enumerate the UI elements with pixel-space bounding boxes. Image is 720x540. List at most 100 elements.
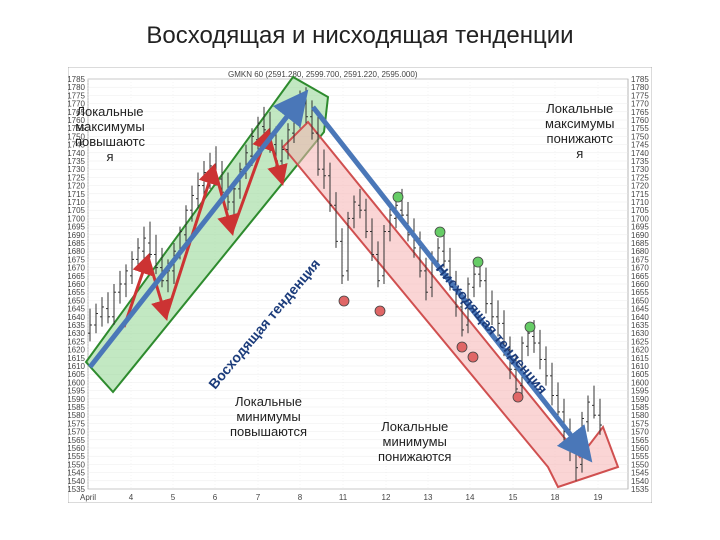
svg-text:1660: 1660 xyxy=(68,280,86,289)
svg-text:1745: 1745 xyxy=(631,141,649,150)
svg-text:1595: 1595 xyxy=(631,387,649,396)
svg-text:1755: 1755 xyxy=(68,124,86,133)
svg-text:1755: 1755 xyxy=(631,124,649,133)
svg-text:1725: 1725 xyxy=(68,173,86,182)
svg-text:4: 4 xyxy=(129,493,134,502)
svg-text:1540: 1540 xyxy=(68,477,86,486)
svg-text:1565: 1565 xyxy=(631,436,649,445)
svg-text:1670: 1670 xyxy=(68,264,86,273)
svg-text:1605: 1605 xyxy=(68,370,86,379)
svg-text:1690: 1690 xyxy=(631,231,649,240)
svg-text:1655: 1655 xyxy=(631,288,649,297)
svg-text:1655: 1655 xyxy=(68,288,86,297)
svg-text:1670: 1670 xyxy=(631,264,649,273)
svg-text:1740: 1740 xyxy=(68,149,86,158)
svg-text:1775: 1775 xyxy=(68,91,86,100)
svg-text:1560: 1560 xyxy=(631,444,649,453)
svg-text:1660: 1660 xyxy=(631,280,649,289)
svg-text:1630: 1630 xyxy=(631,329,649,338)
svg-text:1580: 1580 xyxy=(68,411,86,420)
svg-text:1540: 1540 xyxy=(631,477,649,486)
svg-text:1575: 1575 xyxy=(631,419,649,428)
svg-text:1715: 1715 xyxy=(68,190,86,199)
svg-text:19: 19 xyxy=(594,493,603,502)
svg-text:1695: 1695 xyxy=(68,223,86,232)
trend-chart: 1535153515401540154515451550155015551555… xyxy=(68,67,652,503)
svg-text:1665: 1665 xyxy=(631,272,649,281)
svg-text:1585: 1585 xyxy=(631,403,649,412)
svg-text:1675: 1675 xyxy=(631,255,649,264)
svg-text:1765: 1765 xyxy=(68,108,86,117)
svg-text:1680: 1680 xyxy=(631,247,649,256)
svg-text:1710: 1710 xyxy=(631,198,649,207)
svg-text:1615: 1615 xyxy=(631,354,649,363)
svg-text:1570: 1570 xyxy=(631,428,649,437)
svg-text:1550: 1550 xyxy=(631,460,649,469)
svg-text:1775: 1775 xyxy=(631,91,649,100)
svg-text:1710: 1710 xyxy=(68,198,86,207)
svg-text:GMKN 60 (2591.280, 2599.700, 2: GMKN 60 (2591.280, 2599.700, 2591.220, 2… xyxy=(228,70,418,79)
svg-text:1635: 1635 xyxy=(631,321,649,330)
svg-text:1720: 1720 xyxy=(68,182,86,191)
svg-text:8: 8 xyxy=(298,493,303,502)
svg-text:1550: 1550 xyxy=(68,460,86,469)
svg-text:1610: 1610 xyxy=(631,362,649,371)
svg-text:1650: 1650 xyxy=(631,296,649,305)
svg-text:1720: 1720 xyxy=(631,182,649,191)
svg-text:1685: 1685 xyxy=(631,239,649,248)
svg-text:1675: 1675 xyxy=(68,255,86,264)
svg-text:1590: 1590 xyxy=(631,395,649,404)
svg-text:12: 12 xyxy=(382,493,391,502)
svg-text:1685: 1685 xyxy=(68,239,86,248)
svg-text:1555: 1555 xyxy=(68,452,86,461)
svg-text:1595: 1595 xyxy=(68,387,86,396)
svg-text:1650: 1650 xyxy=(68,296,86,305)
svg-text:1680: 1680 xyxy=(68,247,86,256)
svg-text:1705: 1705 xyxy=(68,206,86,215)
svg-text:1785: 1785 xyxy=(631,75,649,84)
svg-text:7: 7 xyxy=(256,493,261,502)
svg-text:11: 11 xyxy=(339,493,348,502)
svg-text:1555: 1555 xyxy=(631,452,649,461)
svg-text:6: 6 xyxy=(213,493,218,502)
svg-text:1690: 1690 xyxy=(68,231,86,240)
svg-text:1615: 1615 xyxy=(68,354,86,363)
svg-text:1645: 1645 xyxy=(68,305,86,314)
svg-text:1600: 1600 xyxy=(68,378,86,387)
svg-text:1725: 1725 xyxy=(631,173,649,182)
svg-text:April: April xyxy=(80,493,96,502)
svg-text:1740: 1740 xyxy=(631,149,649,158)
svg-text:1730: 1730 xyxy=(68,165,86,174)
svg-text:1610: 1610 xyxy=(68,362,86,371)
svg-text:1605: 1605 xyxy=(631,370,649,379)
svg-text:1765: 1765 xyxy=(631,108,649,117)
svg-text:1625: 1625 xyxy=(68,337,86,346)
svg-text:1560: 1560 xyxy=(68,444,86,453)
svg-text:1695: 1695 xyxy=(631,223,649,232)
svg-text:13: 13 xyxy=(424,493,433,502)
svg-text:1565: 1565 xyxy=(68,436,86,445)
svg-text:15: 15 xyxy=(509,493,518,502)
svg-text:1645: 1645 xyxy=(631,305,649,314)
svg-text:1785: 1785 xyxy=(68,75,86,84)
svg-text:1590: 1590 xyxy=(68,395,86,404)
svg-text:1625: 1625 xyxy=(631,337,649,346)
svg-text:1630: 1630 xyxy=(68,329,86,338)
svg-text:1580: 1580 xyxy=(631,411,649,420)
svg-text:1545: 1545 xyxy=(631,469,649,478)
svg-text:1665: 1665 xyxy=(68,272,86,281)
svg-text:1770: 1770 xyxy=(631,100,649,109)
svg-text:1545: 1545 xyxy=(68,469,86,478)
svg-text:1780: 1780 xyxy=(631,83,649,92)
svg-text:1770: 1770 xyxy=(68,100,86,109)
svg-text:1620: 1620 xyxy=(68,346,86,355)
svg-text:1760: 1760 xyxy=(631,116,649,125)
chart-container: 1535153515401540154515451550155015551555… xyxy=(68,67,652,503)
svg-text:1535: 1535 xyxy=(631,485,649,494)
svg-text:1620: 1620 xyxy=(631,346,649,355)
svg-text:1715: 1715 xyxy=(631,190,649,199)
svg-text:1700: 1700 xyxy=(68,214,86,223)
svg-text:18: 18 xyxy=(551,493,560,502)
svg-text:1730: 1730 xyxy=(631,165,649,174)
svg-text:1750: 1750 xyxy=(631,132,649,141)
